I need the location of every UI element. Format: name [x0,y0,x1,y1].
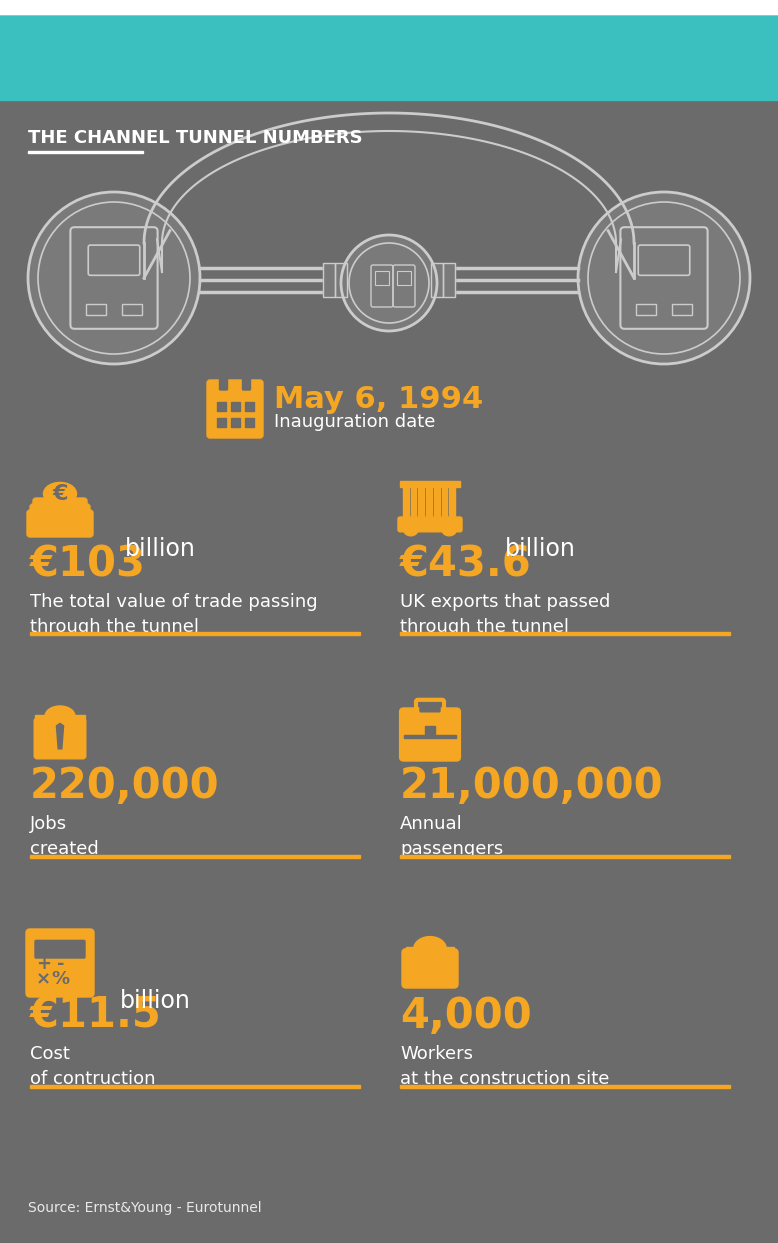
Ellipse shape [404,523,418,536]
Polygon shape [45,706,75,716]
Text: Annual
passengers: Annual passengers [400,815,503,858]
FancyBboxPatch shape [400,709,461,761]
FancyBboxPatch shape [35,941,85,958]
Bar [217,418,226,428]
Bar [323,264,335,297]
Bar [335,264,347,297]
Text: Jobs
created: Jobs created [30,815,99,858]
Bar [431,264,443,297]
Text: 220,000: 220,000 [30,764,219,807]
Text: Source: Ernst&Young - Eurotunnel: Source: Ernst&Young - Eurotunnel [28,1201,261,1214]
Text: UK exports that passed
through the tunnel: UK exports that passed through the tunne… [400,593,611,636]
FancyBboxPatch shape [26,929,94,997]
Bar [406,947,454,952]
Text: THE CHANNEL TUNNEL NUMBERS: THE CHANNEL TUNNEL NUMBERS [28,129,363,147]
Bar [419,484,424,520]
Bar [335,264,347,297]
Circle shape [578,191,750,364]
Bar [426,726,435,735]
Bar [30,1085,360,1088]
FancyBboxPatch shape [402,948,458,988]
Bar [30,631,360,635]
Text: 21,000,000: 21,000,000 [400,764,664,807]
Polygon shape [0,16,778,99]
Bar [443,264,455,297]
Text: Inauguration date: Inauguration date [274,413,436,431]
Text: -: - [57,955,65,972]
FancyBboxPatch shape [27,510,93,537]
FancyBboxPatch shape [33,498,87,525]
Bar [375,271,389,285]
Ellipse shape [51,706,69,726]
Bar [245,401,254,411]
Ellipse shape [420,938,440,958]
Bar [400,855,730,858]
Bar [323,264,335,297]
Bar [245,418,254,428]
Bar [443,264,455,297]
Bar [672,305,692,316]
Ellipse shape [44,482,76,505]
Text: €43.6: €43.6 [400,543,531,585]
Bar [403,484,408,520]
Bar [636,305,656,316]
Text: ×: × [37,971,51,988]
Text: Workers
at the construction site: Workers at the construction site [400,1045,609,1088]
Bar [217,401,226,411]
Bar [397,271,411,285]
Bar [0,30,778,99]
Text: billion: billion [505,537,576,561]
Bar [442,484,447,520]
Text: €103: €103 [30,543,146,585]
FancyBboxPatch shape [207,380,263,438]
Polygon shape [414,937,447,948]
Bar [28,150,143,153]
FancyBboxPatch shape [219,374,227,390]
Text: The total value of trade passing
through the tunnel: The total value of trade passing through… [30,593,317,636]
Text: €11.5: €11.5 [30,994,162,1037]
Bar [400,481,460,487]
Text: €: € [52,484,68,503]
Bar [434,484,440,520]
FancyBboxPatch shape [34,718,86,758]
Bar [86,305,106,316]
Bar [35,715,86,718]
Ellipse shape [442,523,457,536]
Bar [449,484,455,520]
Text: billion: billion [120,989,191,1013]
FancyBboxPatch shape [243,374,251,390]
Text: +: + [37,955,51,972]
Circle shape [341,235,437,331]
Polygon shape [56,723,64,748]
Text: %: % [51,971,70,988]
Text: May 6, 1994: May 6, 1994 [274,385,483,414]
Bar [400,631,730,635]
Bar [411,484,416,520]
Bar [231,401,240,411]
Circle shape [28,191,200,364]
Bar [426,484,432,520]
Bar [122,305,142,316]
Bar [210,383,260,397]
Bar [431,264,443,297]
Text: Cost
of contruction: Cost of contruction [30,1045,156,1088]
Bar [30,855,360,858]
Text: 4,000: 4,000 [400,994,531,1037]
Bar [0,0,778,30]
FancyBboxPatch shape [420,704,440,712]
FancyBboxPatch shape [398,517,462,532]
Bar [400,1085,730,1088]
Text: billion: billion [125,537,196,561]
FancyBboxPatch shape [30,503,90,531]
Bar [404,735,457,738]
Bar [231,418,240,428]
